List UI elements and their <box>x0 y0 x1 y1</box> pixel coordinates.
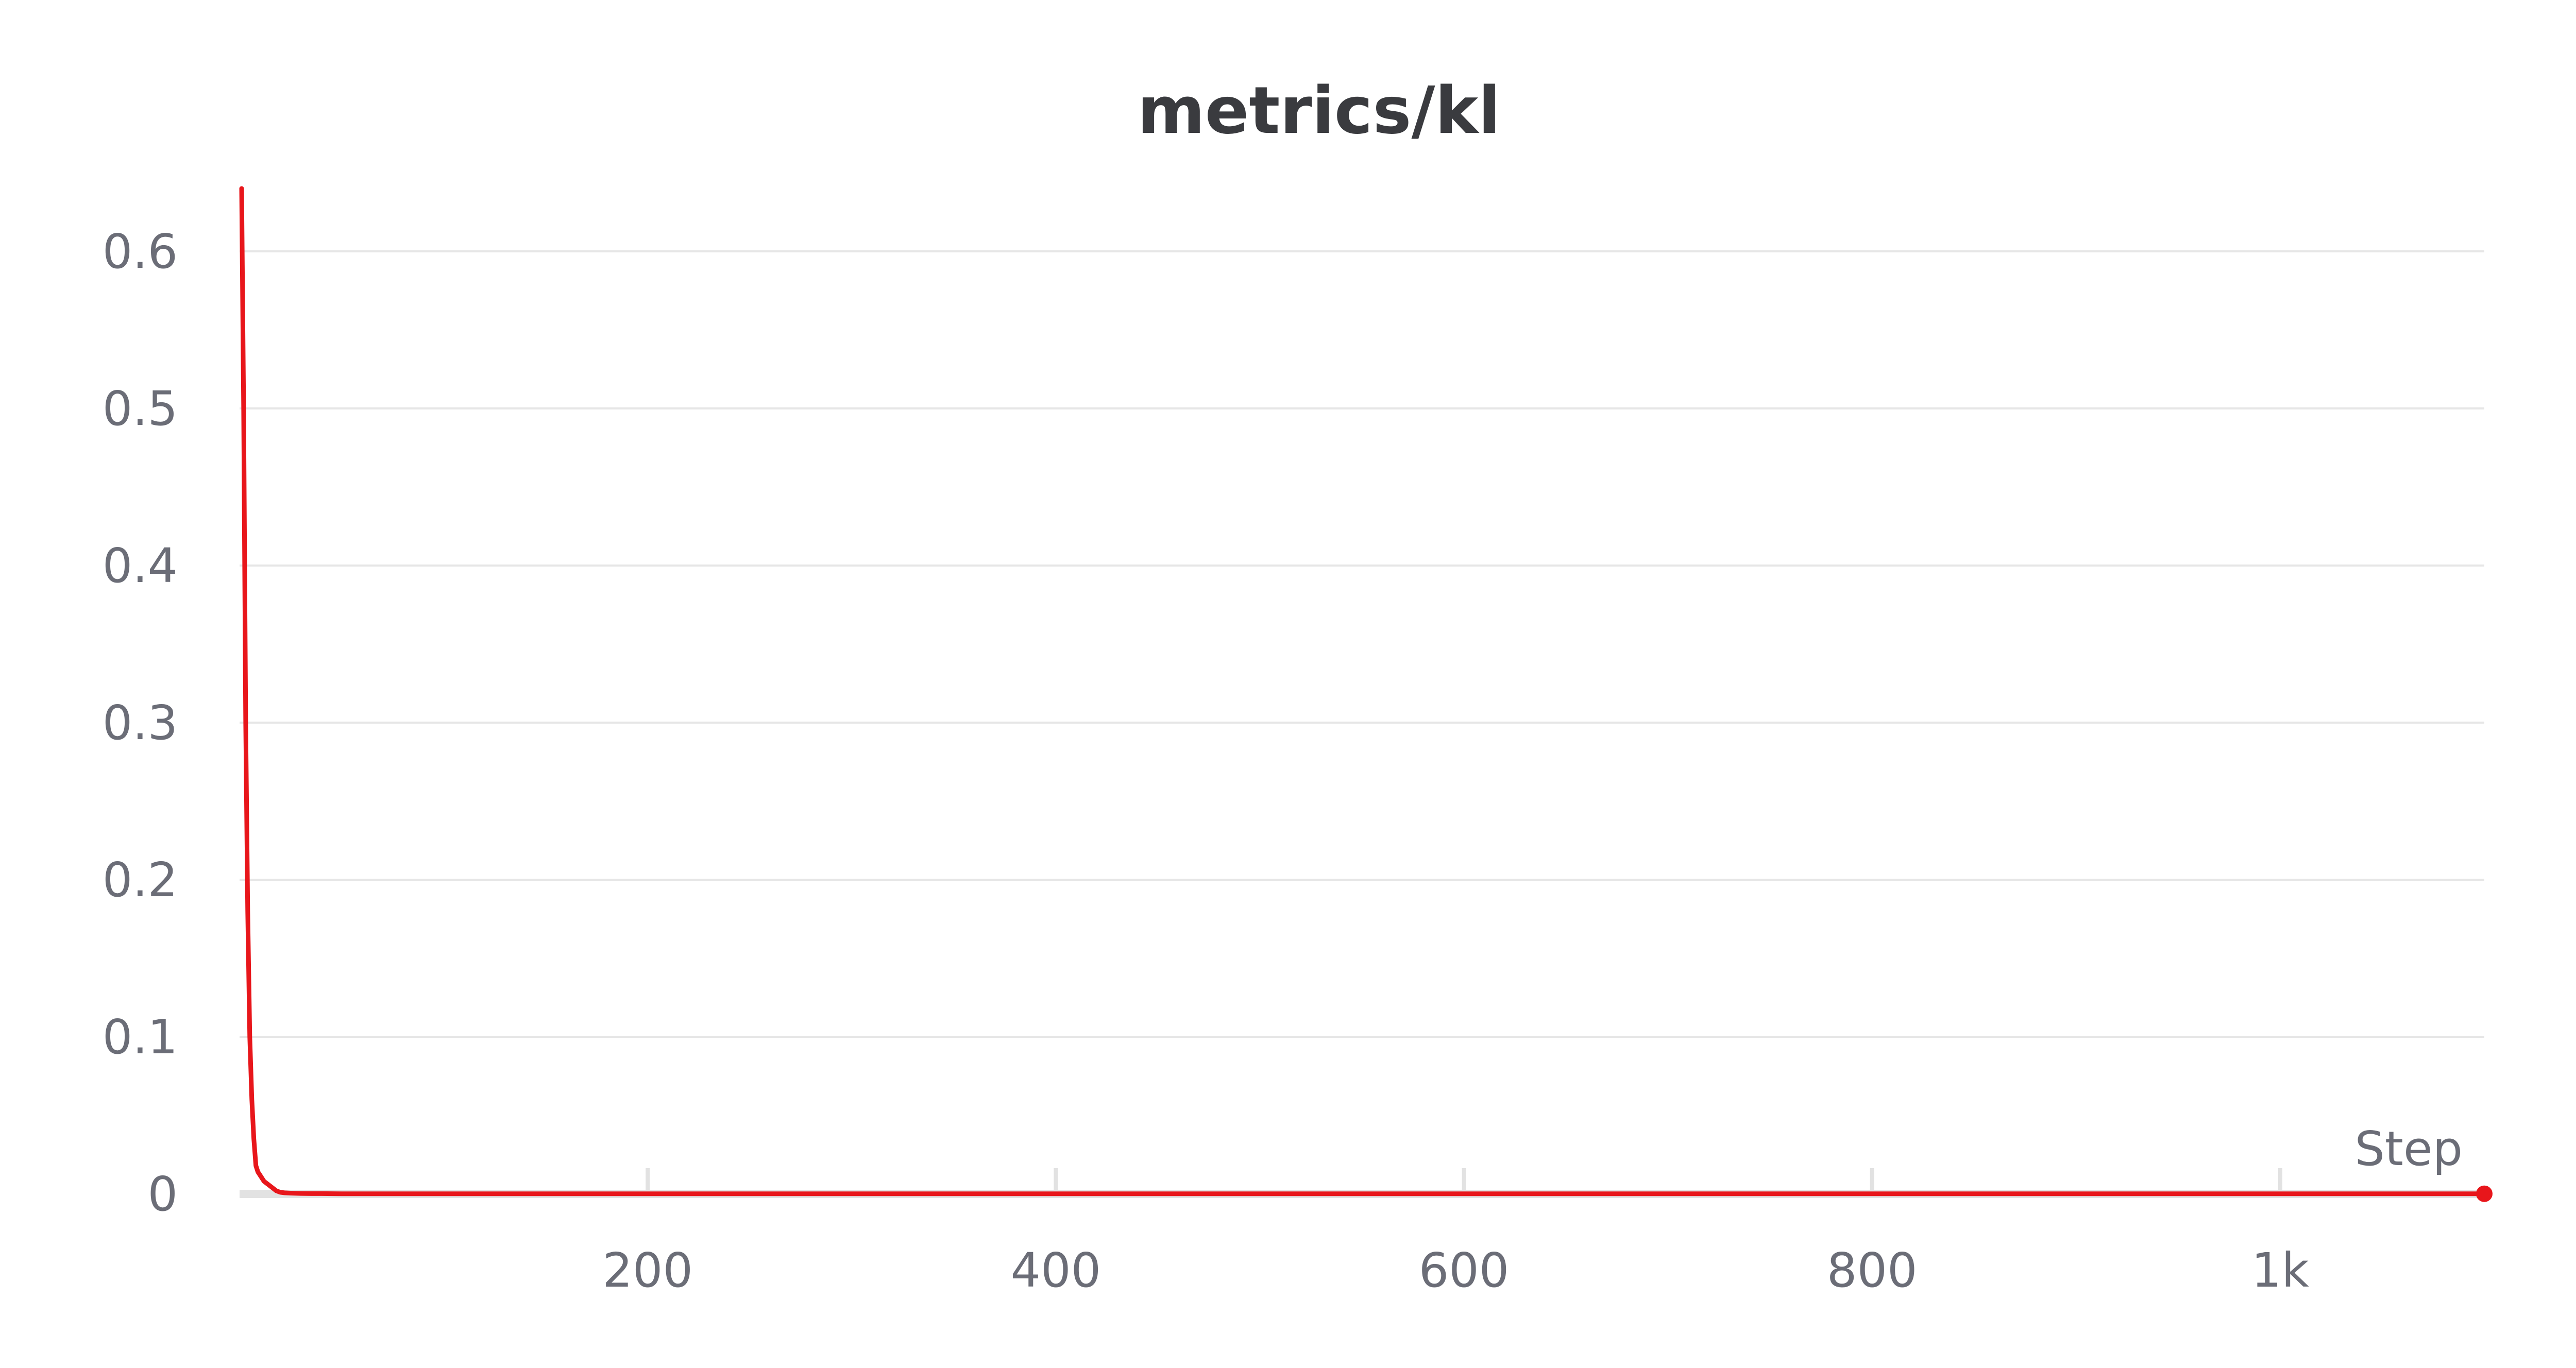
y-tick-label: 0.4 <box>103 538 178 593</box>
grid-lines <box>240 250 2484 1038</box>
x-tick-label: 400 <box>1011 1243 1101 1298</box>
y-tick-label: 0.3 <box>103 695 178 750</box>
series-layer <box>239 186 2493 1202</box>
x-axis: 200 400 600 800 1k <box>240 1168 2484 1298</box>
y-tick-label: 0 <box>147 1167 178 1222</box>
y-axis-tick-labels: 0 0.1 0.2 0.3 0.4 0.5 0.6 <box>103 224 178 1222</box>
y-tick-label: 0.6 <box>103 224 178 279</box>
x-tick-label: 800 <box>1827 1243 1918 1298</box>
x-tick-label: 600 <box>1419 1243 1510 1298</box>
y-tick-label: 0.1 <box>103 1010 178 1065</box>
x-tick-label: 1k <box>2251 1243 2310 1298</box>
series-end-point <box>2476 1185 2493 1202</box>
y-tick-label: 0.2 <box>103 852 178 908</box>
x-tick-label: 200 <box>602 1243 693 1298</box>
y-tick-label: 0.5 <box>103 381 178 436</box>
series-line <box>239 186 2487 1196</box>
chart-title: metrics/kl <box>1138 73 1501 148</box>
x-axis-label: Step <box>2355 1121 2463 1176</box>
